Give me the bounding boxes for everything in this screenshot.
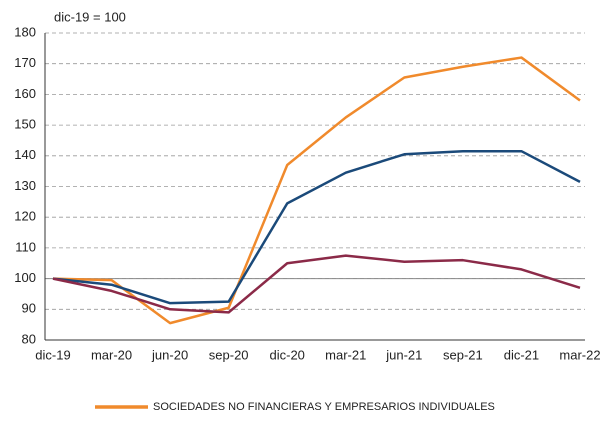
y-tick-label: 140	[14, 147, 36, 162]
y-tick-label: 150	[14, 117, 36, 132]
y-tick-label: 130	[14, 178, 36, 193]
x-tick-label: dic-21	[504, 347, 539, 362]
series-line	[52, 56, 581, 325]
y-tick-label: 120	[14, 209, 36, 224]
series-line	[52, 254, 581, 314]
x-tick-label: mar-22	[559, 347, 600, 362]
x-tick-label: jun-20	[151, 347, 188, 362]
y-tick-label: 100	[14, 270, 36, 285]
x-tick-label: mar-20	[91, 347, 132, 362]
y-tick-label: 160	[14, 86, 36, 101]
x-tick-label: sep-20	[209, 347, 249, 362]
x-tick-label: mar-21	[325, 347, 366, 362]
y-tick-label: 110	[15, 239, 36, 254]
y-tick-label: 170	[14, 55, 36, 70]
x-tick-label: jun-21	[385, 347, 422, 362]
y-tick-label: 90	[22, 301, 36, 316]
y-tick-label: 180	[14, 24, 36, 39]
x-tick-label: sep-21	[443, 347, 483, 362]
legend-label: SOCIEDADES NO FINANCIERAS Y EMPRESARIOS …	[153, 401, 495, 413]
x-tick-label: dic-19	[35, 347, 70, 362]
x-tick-label: dic-20	[270, 347, 305, 362]
series-line	[52, 149, 581, 305]
chart-subtitle: dic-19 = 100	[54, 9, 126, 24]
y-tick-label: 80	[22, 331, 36, 346]
